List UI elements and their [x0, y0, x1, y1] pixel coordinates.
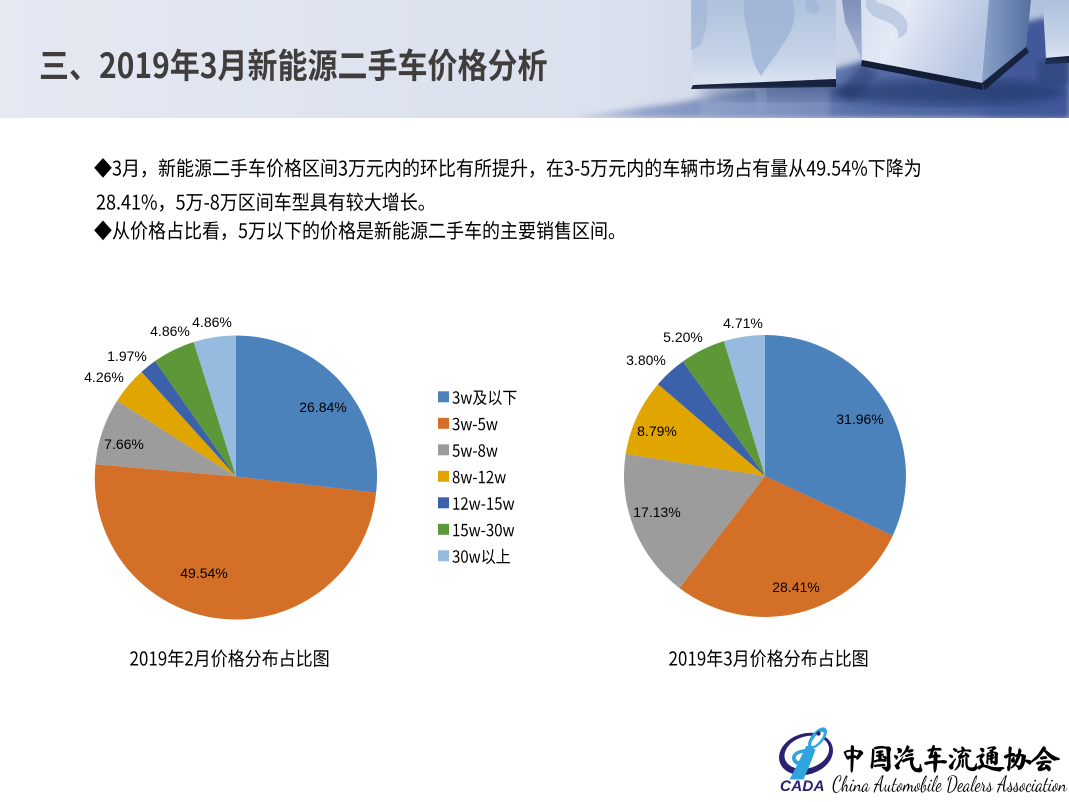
svg-text:1.97%: 1.97%	[107, 348, 147, 364]
svg-text:7.66%: 7.66%	[104, 436, 144, 452]
svg-text:26.84%: 26.84%	[299, 399, 346, 415]
svg-text:4.26%: 4.26%	[84, 369, 124, 385]
svg-text:4.86%: 4.86%	[150, 323, 190, 339]
svg-text:49.54%: 49.54%	[180, 565, 227, 581]
svg-text:4.86%: 4.86%	[192, 314, 232, 330]
svg-text:5.20%: 5.20%	[663, 329, 703, 345]
svg-text:17.13%: 17.13%	[633, 504, 680, 520]
svg-text:31.96%: 31.96%	[836, 411, 883, 427]
svg-text:4.71%: 4.71%	[723, 315, 763, 331]
svg-text:28.41%: 28.41%	[772, 579, 819, 595]
svg-text:3.80%: 3.80%	[626, 352, 666, 368]
svg-text:8.79%: 8.79%	[637, 423, 677, 439]
